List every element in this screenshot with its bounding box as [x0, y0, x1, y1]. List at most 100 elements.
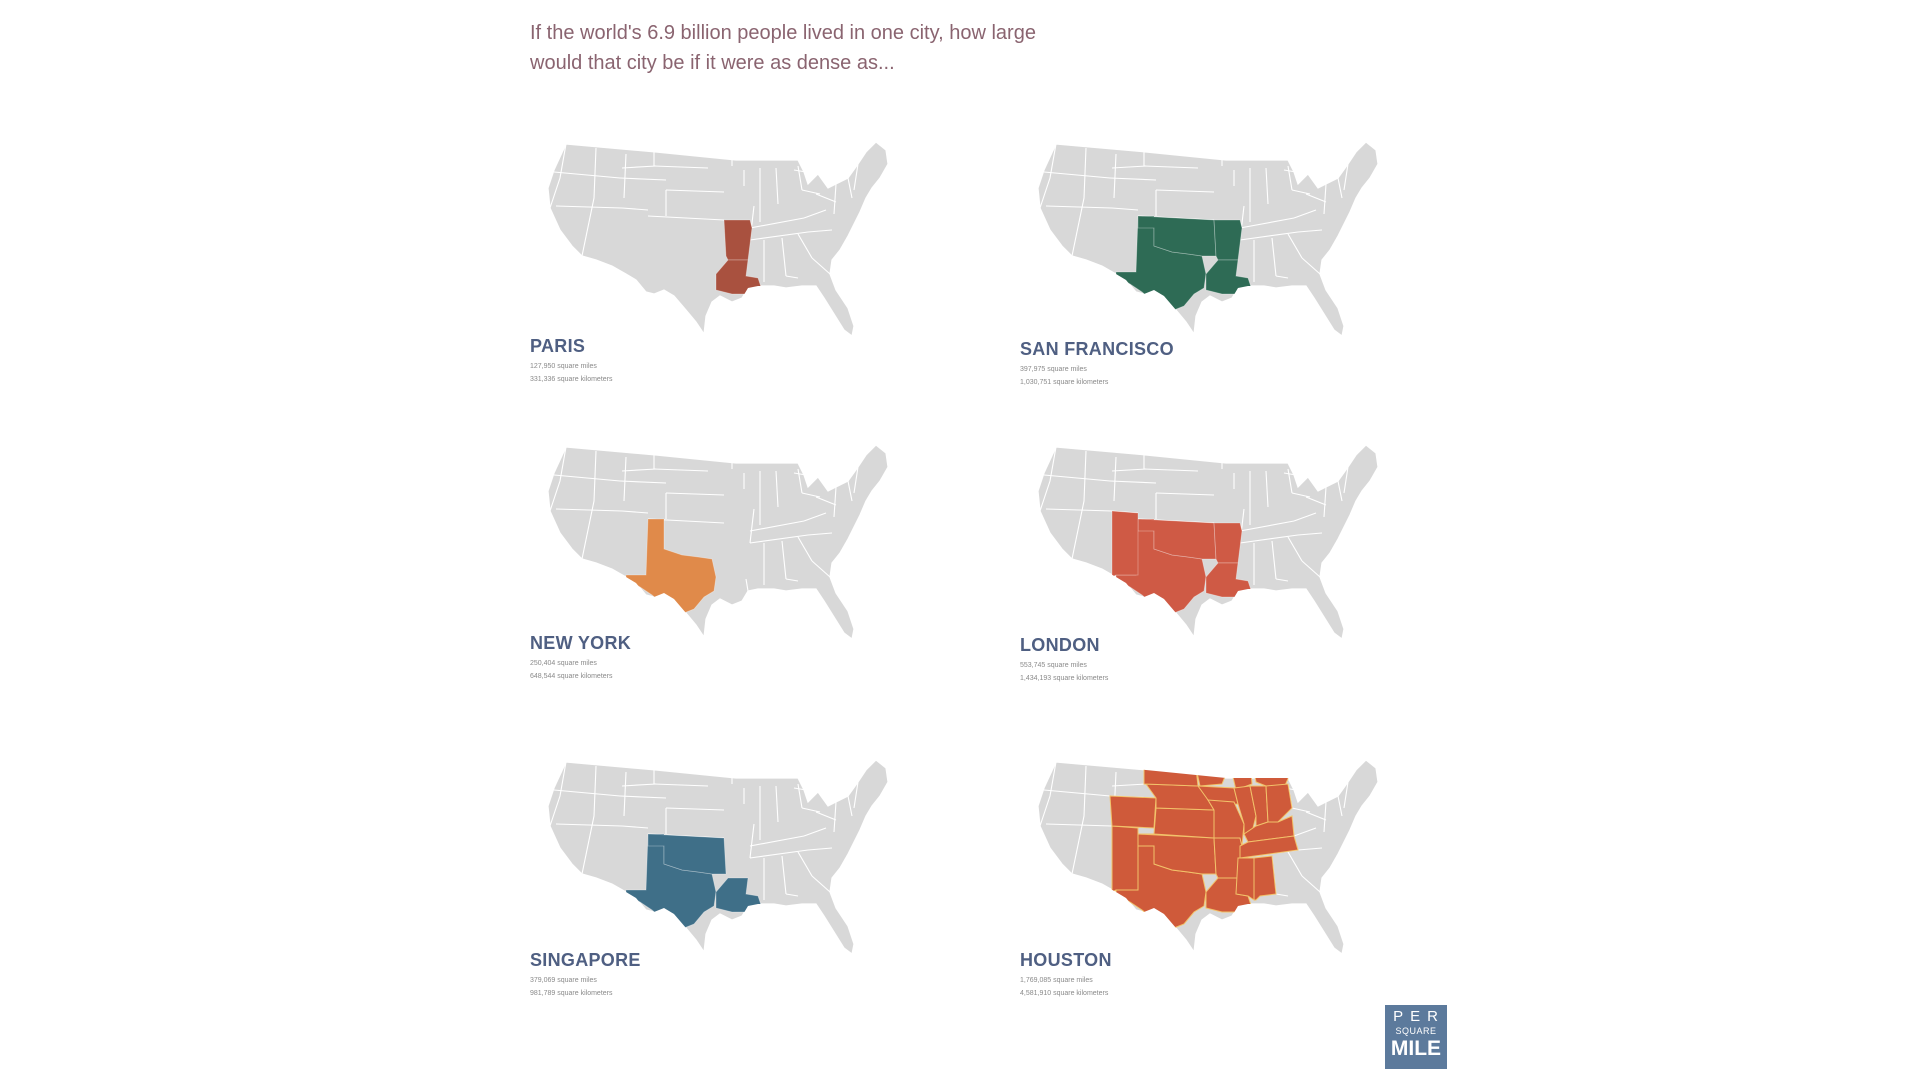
state-border — [1291, 492, 1311, 498]
state-border — [807, 847, 833, 851]
us-outline — [547, 141, 889, 338]
state-border — [749, 534, 809, 544]
state-border — [621, 468, 657, 472]
state-border — [1143, 165, 1199, 169]
state-border — [553, 474, 621, 482]
state-border — [797, 783, 803, 809]
square-kilometers: 981,789 square kilometers — [530, 990, 613, 997]
state-border — [793, 472, 819, 478]
state-border — [1305, 496, 1327, 506]
state-border — [853, 163, 859, 191]
state-border — [1323, 183, 1327, 215]
state-border — [581, 147, 597, 257]
state-new-mexico — [1111, 510, 1139, 578]
state-border — [797, 851, 813, 877]
state-border — [1155, 189, 1215, 193]
square-miles: 127,950 square miles — [530, 363, 597, 370]
logo-line-1: PER — [1393, 1008, 1445, 1025]
state-border — [623, 456, 627, 502]
square-kilometers: 1,030,751 square kilometers — [1020, 379, 1109, 386]
state-border — [781, 855, 787, 895]
state-border — [1143, 468, 1199, 472]
map-panel-singapore: SINGAPORE 379,069 square miles 981,789 s… — [530, 748, 950, 1018]
city-label: SAN FRANCISCO — [1020, 339, 1174, 359]
us-map — [547, 130, 889, 338]
state-border — [1109, 177, 1157, 181]
state-border — [749, 835, 805, 847]
state-border — [621, 783, 657, 787]
us-map — [547, 748, 889, 956]
square-kilometers: 648,544 square kilometers — [530, 673, 613, 680]
state-border — [1305, 811, 1327, 821]
map-panel-new-york: NEW YORK 250,404 square miles 648,544 sq… — [530, 433, 950, 703]
square-kilometers: 331,336 square kilometers — [530, 376, 613, 383]
state-border — [665, 807, 725, 811]
state-border — [1301, 257, 1321, 275]
state-border — [653, 165, 709, 169]
state-border — [1111, 207, 1139, 211]
state-border — [1045, 823, 1113, 827]
map-panel-london: LONDON 553,745 square miles 1,434,193 sq… — [1020, 433, 1440, 703]
state-missouri — [1207, 799, 1245, 847]
state-south-dakota — [1143, 765, 1199, 787]
state-border — [555, 508, 623, 512]
state-border — [1297, 847, 1323, 851]
state-border — [1337, 480, 1343, 502]
city-label: NEW YORK — [530, 633, 632, 653]
state-border — [1287, 233, 1303, 259]
state-border — [749, 849, 809, 859]
state-border — [1043, 474, 1111, 482]
state-border — [621, 825, 649, 829]
state-border — [853, 466, 859, 494]
state-border — [749, 217, 805, 229]
state-border — [811, 875, 831, 893]
state-border — [1283, 169, 1309, 175]
state-border — [781, 237, 787, 277]
state-border — [1071, 147, 1087, 257]
state-border — [665, 189, 725, 193]
state-border — [653, 450, 707, 454]
state-border — [811, 257, 831, 275]
state-border — [1239, 520, 1295, 532]
state-border — [807, 532, 833, 536]
state-border — [1275, 275, 1289, 279]
state-alabama — [1253, 855, 1277, 901]
headline-line-2: would that city be if it were as dense a… — [530, 52, 895, 74]
state-border — [1271, 237, 1277, 277]
state-border — [803, 209, 827, 219]
state-border — [619, 480, 667, 484]
map-panel-san-francisco: SAN FRANCISCO 397,975 square miles 1,030… — [1020, 130, 1440, 400]
per-square-mile-logo: PER SQUARE MILE — [1385, 1005, 1447, 1069]
map-panel-paris: PARIS 127,950 square miles 331,336 squar… — [530, 130, 950, 400]
state-border — [797, 536, 813, 562]
state-border — [619, 177, 667, 181]
state-border — [801, 492, 821, 498]
state-border — [1283, 472, 1309, 478]
state-border — [785, 275, 799, 279]
state-border — [1039, 143, 1057, 209]
state-border — [553, 171, 621, 179]
state-border — [1143, 147, 1197, 151]
state-border — [1343, 466, 1349, 494]
state-border — [1297, 229, 1323, 233]
square-kilometers: 4,581,910 square kilometers — [1020, 990, 1109, 997]
state-border — [853, 781, 859, 809]
state-border — [621, 207, 649, 211]
state-border — [785, 578, 799, 582]
state-border — [1323, 486, 1327, 518]
state-border — [803, 827, 827, 837]
square-miles: 250,404 square miles — [530, 660, 597, 667]
state-border — [1113, 153, 1117, 199]
state-border — [1265, 167, 1269, 205]
logo-line-3: MILE — [1390, 1037, 1442, 1060]
state-border — [621, 165, 657, 169]
state-border — [1045, 205, 1113, 209]
state-border — [619, 795, 667, 799]
state-border — [1275, 578, 1289, 582]
state-border — [1071, 765, 1087, 875]
state-border — [815, 811, 837, 821]
state-border — [1071, 450, 1087, 560]
state-border — [797, 233, 813, 259]
state-arkansas — [723, 219, 753, 261]
state-border — [1297, 532, 1323, 536]
